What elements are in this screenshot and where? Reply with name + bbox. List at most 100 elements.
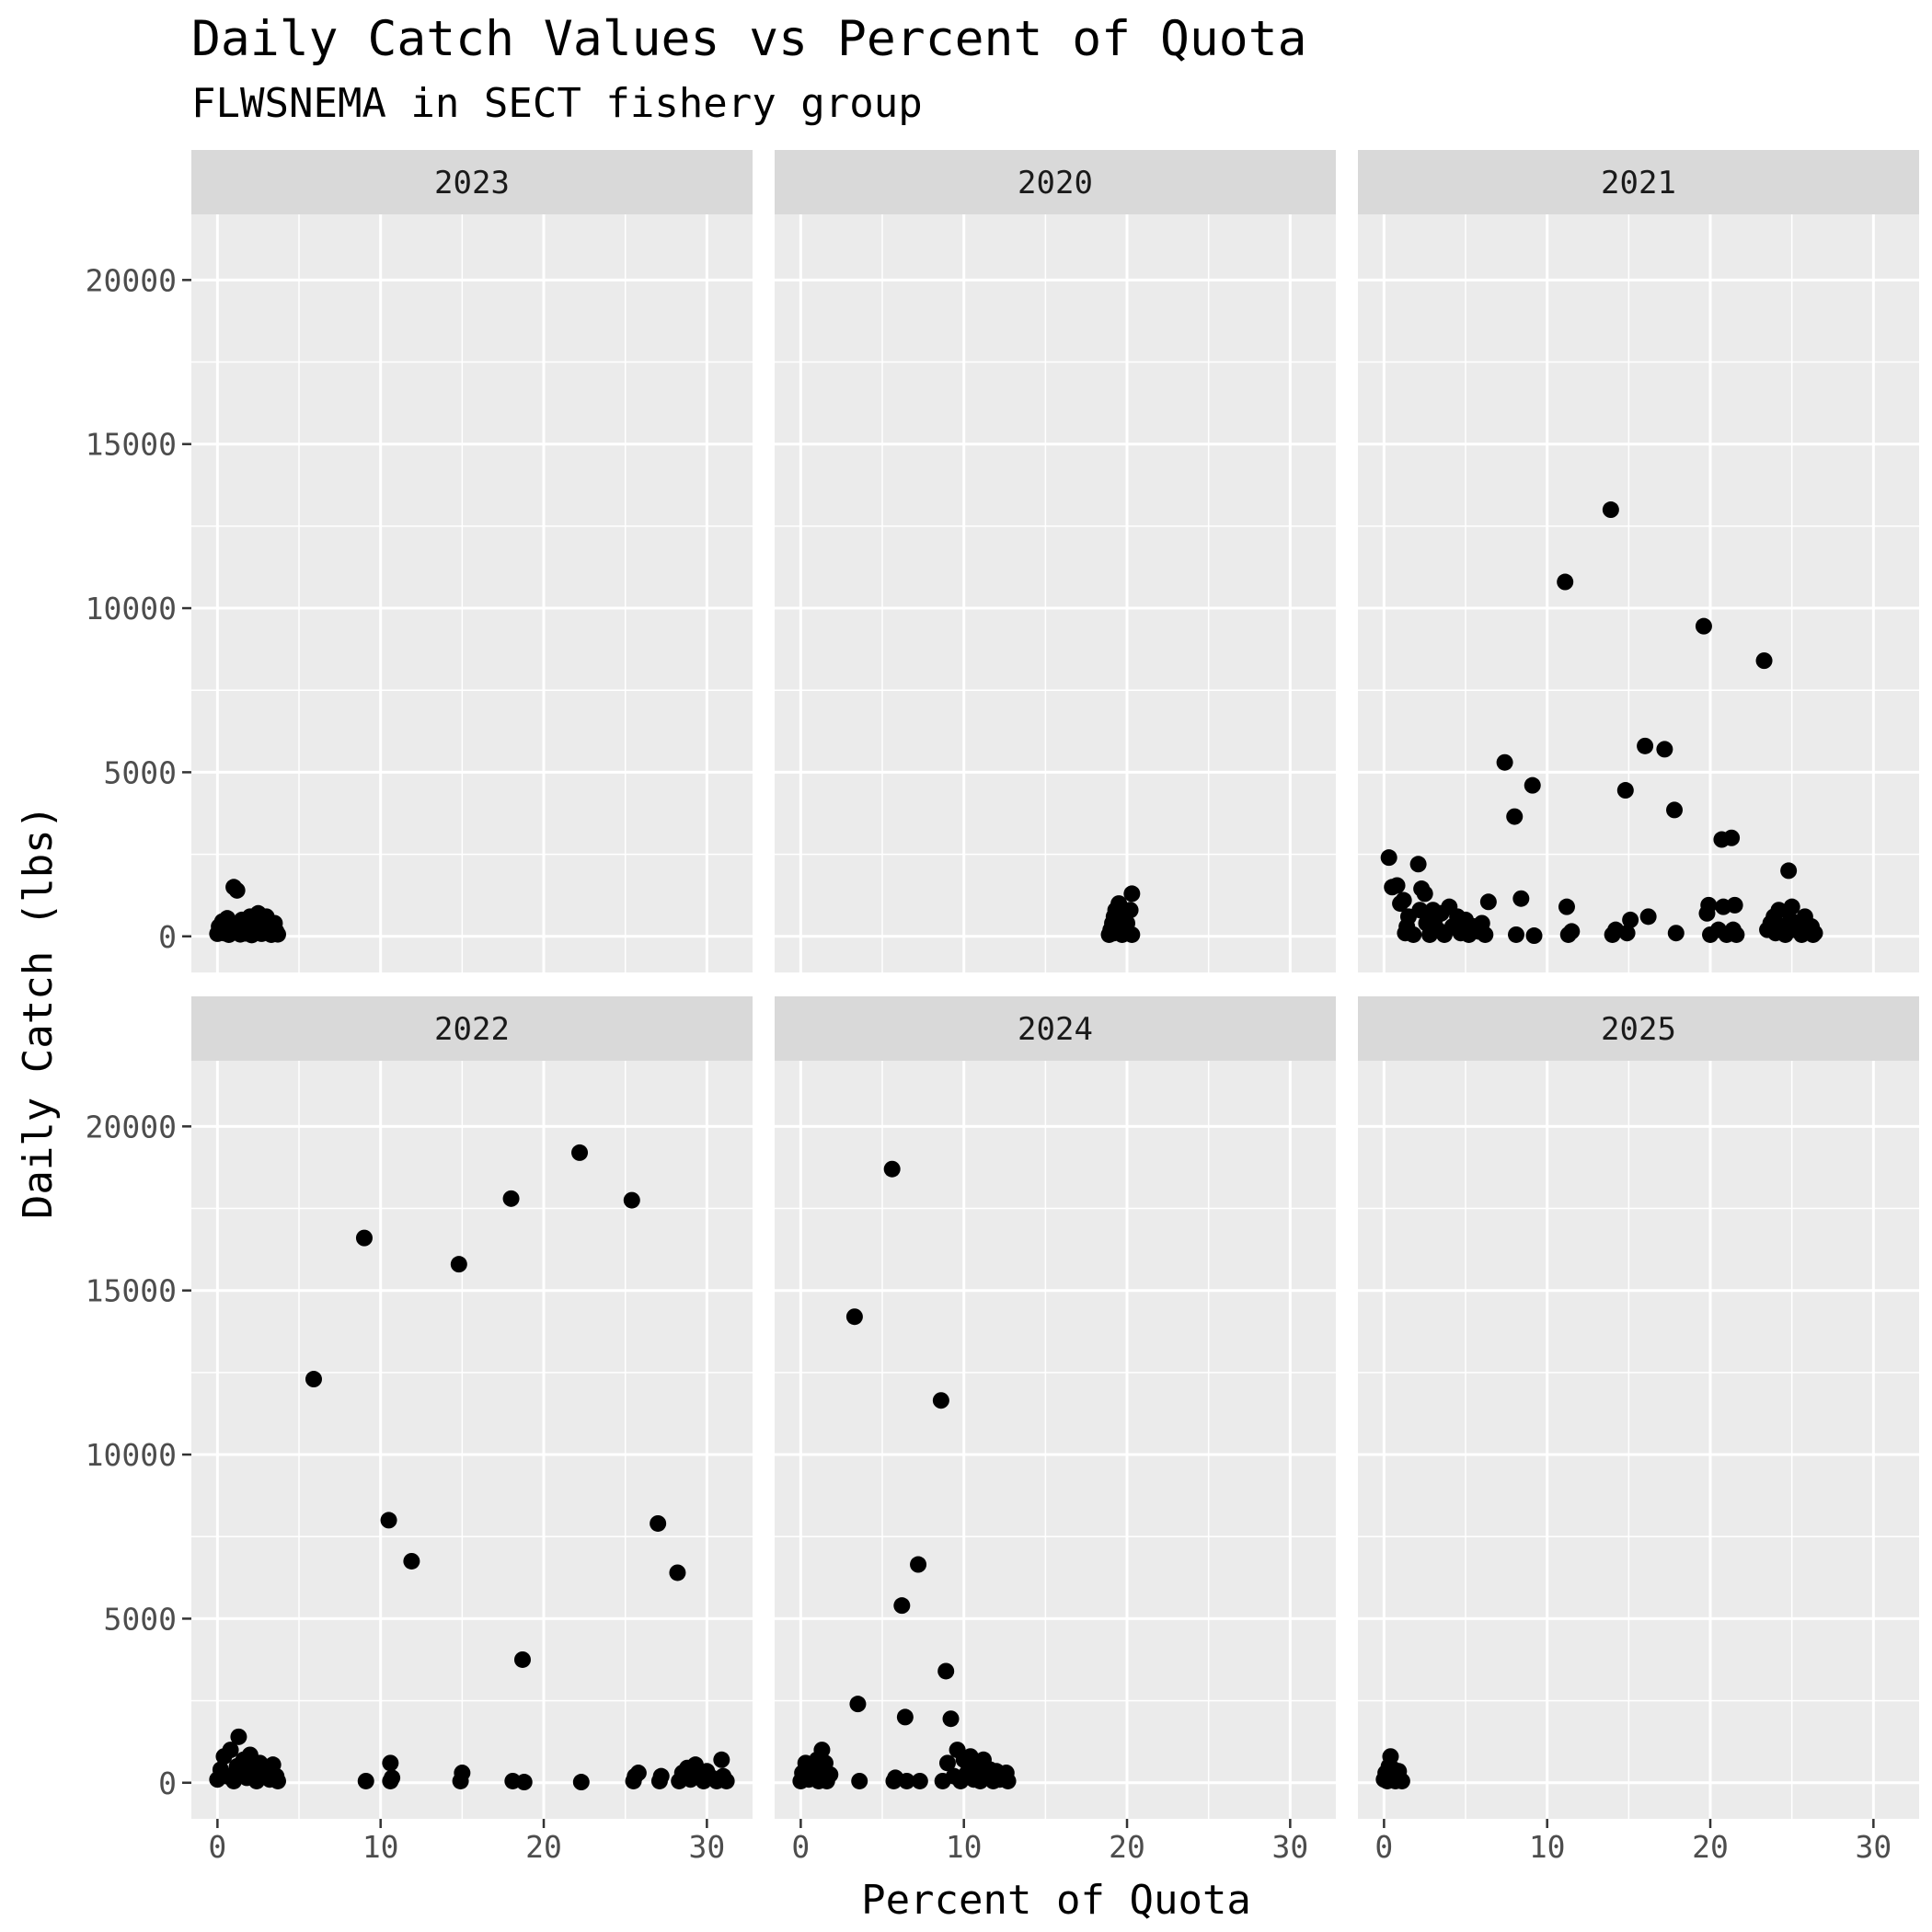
facet-strip [1358,150,1919,214]
data-point [937,1662,955,1680]
data-point [713,1751,730,1768]
y-tick-label: 5000 [104,754,177,790]
data-point [230,1728,247,1745]
facet-strip-label: 2025 [1601,1011,1676,1048]
data-point [1806,925,1823,942]
data-point [382,1754,399,1772]
data-point [1380,849,1397,867]
data-point [1388,877,1406,894]
data-point [1783,898,1800,915]
data-point [355,1229,373,1247]
data-point [1477,926,1494,943]
data-point [813,1742,831,1759]
data-point [1506,808,1524,825]
data-point [1726,896,1743,914]
data-point [669,1564,686,1581]
data-point [1656,741,1673,758]
data-point [571,1144,589,1161]
data-point [893,1597,911,1615]
data-point [1393,1772,1410,1789]
data-point [1666,801,1684,819]
facet-strip [191,150,753,214]
panel-background [1358,1061,1919,1819]
data-point [1123,885,1141,903]
data-point [357,1772,374,1789]
data-point [1524,776,1541,794]
x-tick-label: 30 [1271,1829,1308,1865]
data-point [896,1708,914,1726]
data-point [932,1392,949,1409]
data-point [623,1191,640,1209]
data-point [1563,923,1581,940]
data-point [1700,896,1718,914]
x-tick-label: 30 [688,1829,725,1865]
facet-strip [191,996,753,1061]
data-point [1667,925,1685,942]
data-point [1409,856,1427,873]
data-point [1723,829,1741,846]
y-tick-label: 0 [158,919,177,955]
data-point [1479,893,1497,911]
data-point [1525,927,1543,945]
data-point [515,1774,533,1791]
panel-background [191,214,753,972]
data-point [883,1160,901,1178]
data-point [910,1556,927,1573]
data-point [1695,617,1712,635]
data-point [1416,885,1433,903]
data-point [718,1772,735,1789]
panel-background [775,214,1336,972]
data-point [1618,925,1636,942]
data-point [1121,902,1139,919]
data-point [942,1710,960,1728]
facet-strip [775,996,1336,1061]
data-point [384,1769,401,1787]
facet-strip-label: 2022 [434,1011,510,1048]
data-point [1405,926,1422,943]
data-point [502,1190,520,1207]
y-tick-label: 20000 [86,262,177,298]
data-point [851,1772,868,1789]
facet-strip-label: 2020 [1018,165,1093,201]
facet-panel-2025: 2025 0 10 20 30 [1358,996,1919,1865]
data-point [911,1772,928,1789]
y-tick-label: 10000 [86,591,177,627]
panel-background [191,1061,753,1819]
x-tick-label: 0 [208,1829,226,1865]
data-point [845,1308,863,1326]
facet-panel-2023: 2023 0 5000 10000 15000 20000 [86,150,753,972]
x-tick-label: 20 [1109,1829,1145,1865]
data-point [1395,891,1412,909]
data-point [380,1512,397,1529]
data-point [1382,1748,1399,1765]
data-point [1496,753,1513,771]
data-point [938,1754,956,1772]
data-point [1639,908,1657,926]
facet-panel-2021: 2021 [1358,150,1919,972]
data-point [1557,573,1574,591]
data-point [1622,911,1639,928]
facet-strip [1358,996,1919,1061]
data-point [513,1650,531,1668]
y-tick-label: 20000 [86,1109,177,1144]
data-point [822,1765,839,1783]
data-point [629,1765,647,1782]
facet-strip-label: 2023 [434,165,510,201]
data-point [1512,890,1530,907]
x-tick-label: 20 [1692,1829,1729,1865]
data-point [999,1772,1017,1789]
x-tick-label: 20 [525,1829,562,1865]
data-point [269,1772,286,1789]
x-tick-label: 10 [946,1829,983,1865]
panel-background [1358,214,1919,972]
facet-panel-2022: 2022 0 5000 10000 15000 20000 0 10 20 30 [86,996,753,1865]
data-point [1755,652,1773,670]
y-tick-label: 10000 [86,1437,177,1473]
chart-subtitle: FLWSNEMA in SECT fishery group [191,80,923,127]
y-axis-label: Daily Catch (lbs) [15,805,62,1219]
data-point [849,1696,867,1713]
x-tick-label: 10 [1529,1829,1566,1865]
data-point [1508,926,1525,943]
facet-strip-label: 2021 [1601,165,1676,201]
